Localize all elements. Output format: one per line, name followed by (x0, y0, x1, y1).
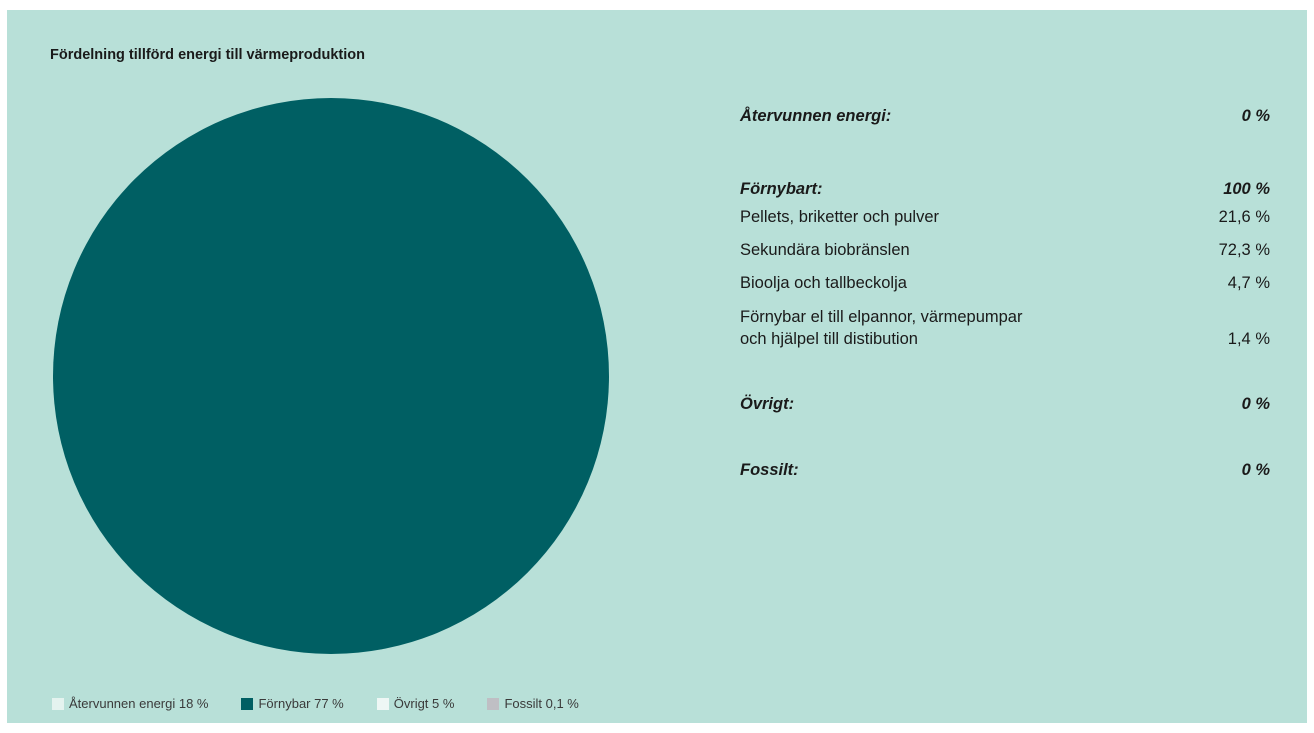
legend-swatch-renewable (241, 697, 254, 710)
chart-title: Fördelning tillförd energi till värmepro… (50, 47, 365, 63)
legend-label-other: Övrigt 5 % (393, 696, 455, 711)
legend-item-renewable: Förnybar 77 % (241, 696, 344, 711)
chart-panel: Fördelning tillförd energi till värmepro… (7, 10, 1307, 723)
breakdown-item-label: Sekundära biobränslen (740, 241, 910, 259)
breakdown-fossil-value: 0 % (1241, 461, 1270, 479)
breakdown-item-value: 72,3 % (1218, 241, 1270, 259)
breakdown-other-value: 0 % (1241, 395, 1270, 413)
pie-slice-fornybar (53, 98, 609, 654)
breakdown-recovered: Återvunnen energi: 0 % (740, 104, 1270, 128)
breakdown-item-secondary-biofuels: Sekundära biobränslen 72,3 % (740, 234, 1270, 267)
legend-label-recovered: Återvunnen energi 18 % (69, 696, 209, 711)
legend-label-fossil: Fossilt 0,1 % (504, 696, 579, 711)
legend-swatch-other (376, 697, 389, 710)
breakdown-item-pellets: Pellets, briketter och pulver 21,6 % (740, 201, 1270, 234)
breakdown-renewable-value: 100 % (1223, 180, 1270, 198)
breakdown-recovered-label: Återvunnen energi: (740, 107, 892, 125)
breakdown-item-value: 1,4 % (1227, 330, 1270, 348)
legend-item-fossil: Fossilt 0,1 % (487, 696, 579, 711)
breakdown-renewable: Förnybart: 100 % (740, 177, 1270, 201)
legend: Återvunnen energi 18 % Förnybar 77 % Övr… (52, 696, 612, 711)
breakdown-item-value: 21,6 % (1218, 208, 1270, 226)
legend-label-renewable: Förnybar 77 % (258, 696, 344, 711)
breakdown-item-value: 4,7 % (1227, 274, 1270, 292)
breakdown-recovered-value: 0 % (1241, 107, 1270, 125)
pie-chart (53, 98, 609, 654)
breakdown-other: Övrigt: 0 % (740, 392, 1270, 416)
legend-item-other: Övrigt 5 % (376, 696, 455, 711)
breakdown-item-label: Förnybar el till elpannor, värmepumpar o… (740, 308, 1023, 348)
breakdown-item-renewable-electricity: Förnybar el till elpannor, värmepumpar o… (740, 300, 1270, 350)
breakdown-item-label: Pellets, briketter och pulver (740, 208, 940, 226)
breakdown-renewable-label: Förnybart: (740, 180, 823, 198)
legend-swatch-fossil (487, 697, 500, 710)
legend-item-recovered: Återvunnen energi 18 % (52, 696, 208, 711)
energy-breakdown: Återvunnen energi: 0 % Förnybart: 100 % … (740, 104, 1270, 482)
breakdown-item-bio-oil: Bioolja och tallbeckolja 4,7 % (740, 267, 1270, 300)
breakdown-fossil-label: Fossilt: (740, 461, 799, 479)
breakdown-item-label: Bioolja och tallbeckolja (740, 274, 907, 292)
breakdown-other-label: Övrigt: (740, 395, 795, 413)
breakdown-fossil: Fossilt: 0 % (740, 458, 1270, 482)
legend-swatch-recovered (52, 697, 64, 710)
